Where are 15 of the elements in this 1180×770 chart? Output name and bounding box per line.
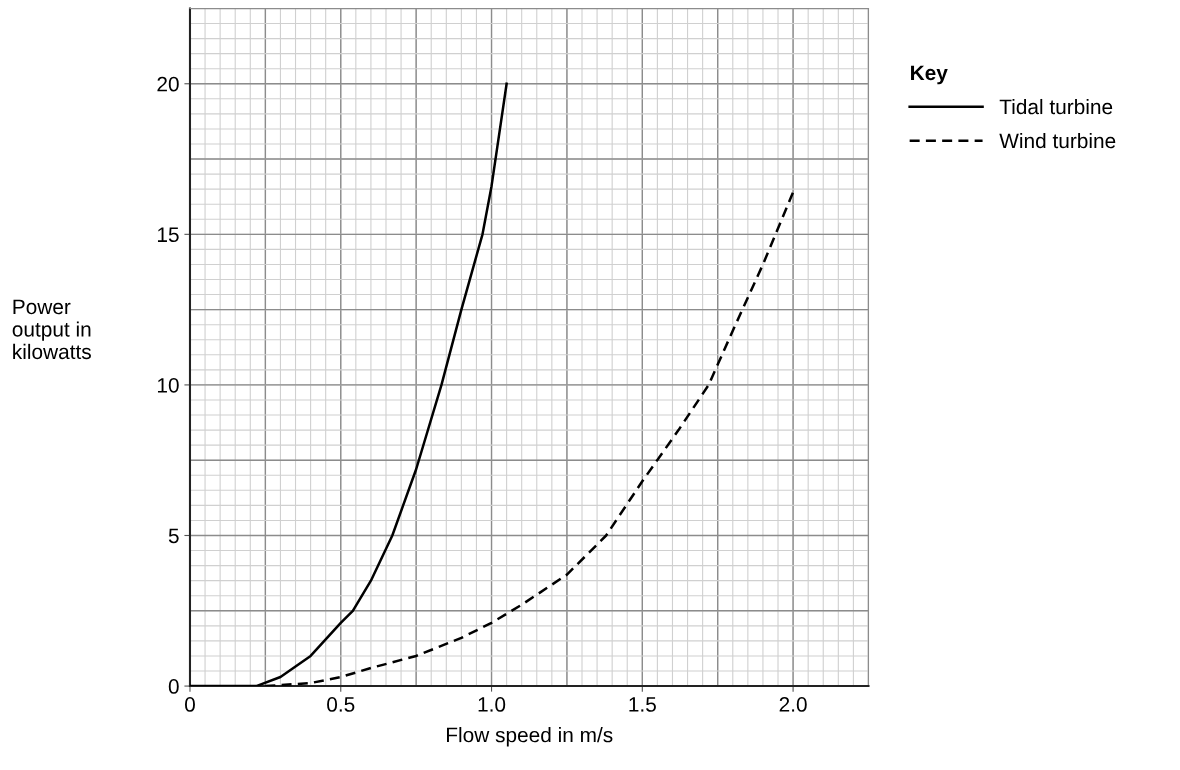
legend-title: Key (911, 65, 948, 85)
legend-label: Wind turbine (999, 132, 1116, 149)
y-axis-title: Power output in kilowatts (12, 299, 91, 360)
x-tick-label: 0.5 (327, 697, 355, 712)
x-tick-label: 1.5 (629, 697, 656, 712)
y-tick-label: 0 (168, 679, 179, 694)
y-tick-label: 10 (157, 377, 179, 393)
legend-label: Tidal turbine (999, 98, 1113, 115)
y-tick-label: 15 (157, 227, 179, 243)
x-tick-label: 1.0 (478, 697, 506, 712)
x-tick-label: 2.0 (779, 697, 807, 712)
x-tick-label: 0 (185, 697, 195, 712)
x-axis-title: Flow speed in m/s (447, 727, 613, 747)
y-tick-label: 5 (168, 528, 179, 544)
y-tick-label: 20 (157, 76, 179, 92)
